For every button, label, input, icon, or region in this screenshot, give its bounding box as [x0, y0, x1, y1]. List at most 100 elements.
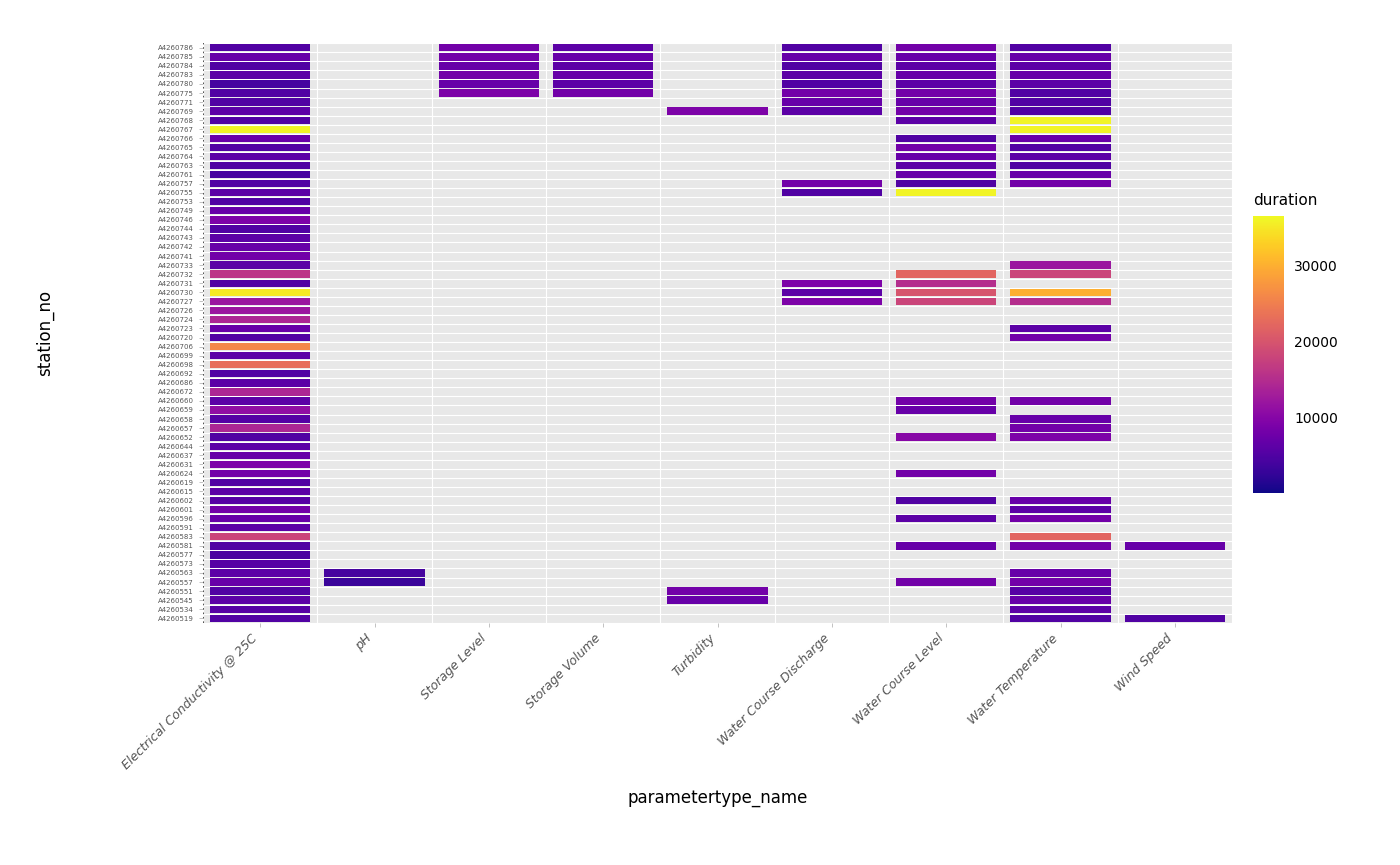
- Bar: [896, 80, 997, 87]
- Bar: [210, 433, 311, 441]
- Bar: [210, 397, 311, 405]
- Bar: [1011, 135, 1110, 142]
- Bar: [210, 361, 311, 368]
- Bar: [210, 614, 311, 622]
- Bar: [210, 243, 311, 251]
- Bar: [438, 44, 539, 52]
- Bar: [896, 62, 997, 69]
- Bar: [1011, 162, 1110, 170]
- Bar: [210, 370, 311, 377]
- Bar: [210, 53, 311, 61]
- Bar: [896, 89, 997, 97]
- Bar: [210, 261, 311, 269]
- Bar: [1011, 180, 1110, 188]
- X-axis label: parametertype_name: parametertype_name: [627, 789, 808, 806]
- Bar: [210, 506, 311, 513]
- Bar: [896, 53, 997, 61]
- Bar: [210, 352, 311, 359]
- Bar: [781, 99, 882, 106]
- Bar: [553, 44, 654, 52]
- Bar: [1011, 515, 1110, 522]
- Bar: [210, 470, 311, 477]
- Bar: [210, 271, 311, 278]
- Bar: [210, 515, 311, 522]
- Bar: [210, 44, 311, 52]
- Bar: [896, 107, 997, 115]
- Bar: [1011, 569, 1110, 577]
- Bar: [210, 324, 311, 332]
- Bar: [210, 443, 311, 450]
- Bar: [1011, 125, 1110, 133]
- Bar: [553, 53, 654, 61]
- Bar: [1011, 171, 1110, 178]
- Bar: [896, 542, 997, 549]
- Bar: [1011, 597, 1110, 604]
- Bar: [210, 579, 311, 586]
- Bar: [896, 397, 997, 405]
- Bar: [210, 89, 311, 97]
- Bar: [1011, 89, 1110, 97]
- Bar: [1124, 542, 1225, 549]
- Bar: [210, 198, 311, 205]
- Bar: [210, 551, 311, 559]
- Bar: [210, 452, 311, 459]
- Bar: [210, 488, 311, 495]
- Bar: [1011, 614, 1110, 622]
- Bar: [1011, 324, 1110, 332]
- Bar: [896, 279, 997, 287]
- Bar: [210, 117, 311, 124]
- Bar: [896, 579, 997, 586]
- Bar: [210, 316, 311, 324]
- Bar: [210, 279, 311, 287]
- Bar: [781, 71, 882, 79]
- Bar: [325, 579, 424, 586]
- Bar: [896, 162, 997, 170]
- Bar: [210, 587, 311, 595]
- Bar: [210, 253, 311, 260]
- Bar: [781, 80, 882, 87]
- Bar: [896, 153, 997, 160]
- Bar: [210, 107, 311, 115]
- Bar: [896, 470, 997, 477]
- Bar: [896, 497, 997, 504]
- Bar: [210, 379, 311, 387]
- Bar: [1011, 80, 1110, 87]
- Bar: [896, 99, 997, 106]
- Bar: [210, 542, 311, 549]
- Bar: [210, 171, 311, 178]
- Bar: [553, 80, 654, 87]
- Bar: [210, 307, 311, 314]
- Bar: [896, 407, 997, 413]
- Bar: [438, 53, 539, 61]
- Bar: [781, 89, 882, 97]
- Bar: [210, 334, 311, 342]
- Bar: [1011, 415, 1110, 423]
- Bar: [1011, 425, 1110, 432]
- Bar: [210, 569, 311, 577]
- Bar: [210, 135, 311, 142]
- Bar: [896, 171, 997, 178]
- Bar: [210, 533, 311, 541]
- Bar: [210, 497, 311, 504]
- Bar: [1011, 107, 1110, 115]
- Bar: [896, 289, 997, 296]
- Bar: [1011, 271, 1110, 278]
- Y-axis label: station_no: station_no: [35, 290, 53, 376]
- Bar: [210, 407, 311, 413]
- Bar: [553, 71, 654, 79]
- Bar: [781, 180, 882, 188]
- Bar: [210, 234, 311, 241]
- Bar: [210, 225, 311, 233]
- Bar: [1011, 62, 1110, 69]
- Bar: [210, 524, 311, 531]
- Bar: [1011, 298, 1110, 305]
- Bar: [210, 71, 311, 79]
- Bar: [896, 189, 997, 196]
- Bar: [896, 180, 997, 188]
- Bar: [781, 107, 882, 115]
- Bar: [1011, 579, 1110, 586]
- Bar: [896, 271, 997, 278]
- Bar: [210, 478, 311, 486]
- Bar: [1011, 533, 1110, 541]
- Bar: [210, 216, 311, 223]
